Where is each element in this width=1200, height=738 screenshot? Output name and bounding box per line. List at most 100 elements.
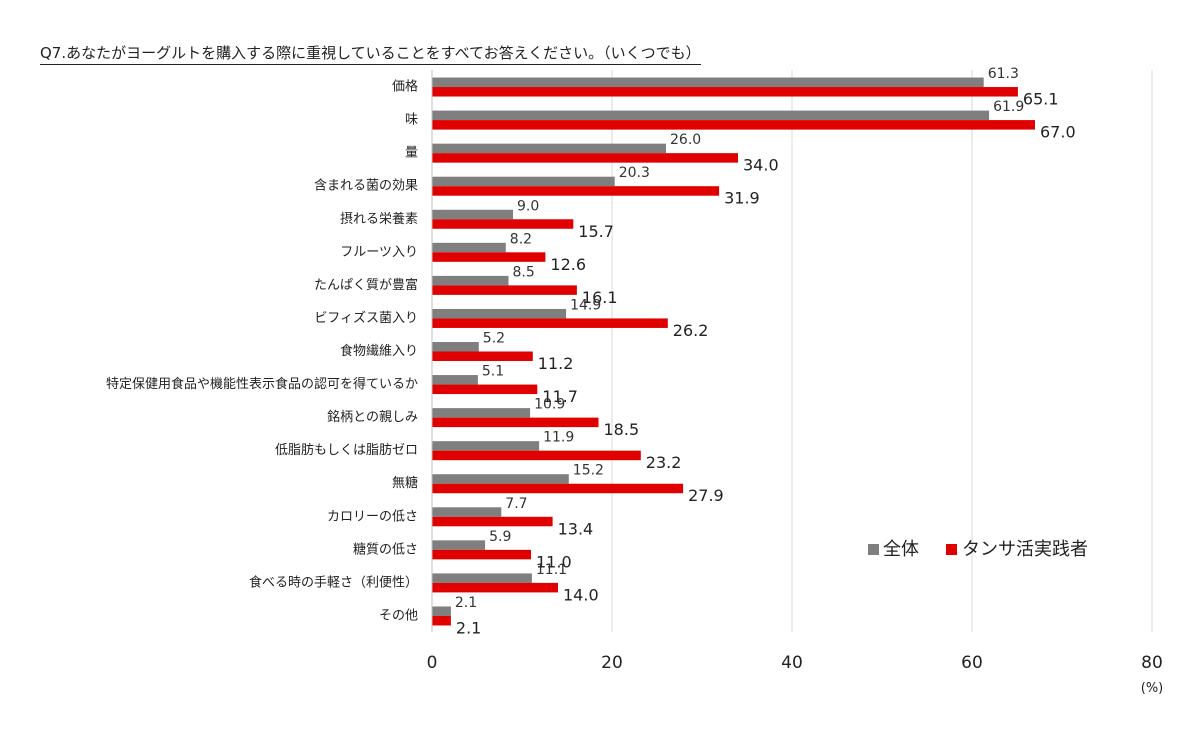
legend-swatch-series-2 xyxy=(946,544,957,555)
gridlines xyxy=(611,70,1153,632)
data-label-series-1: 9.0 xyxy=(517,198,539,214)
data-label-series-2: 14.0 xyxy=(563,585,599,604)
category-label: 銘柄との親しみ xyxy=(327,410,418,425)
data-label-series-2: 67.0 xyxy=(1040,123,1076,142)
data-label-series-1: 8.5 xyxy=(513,264,535,280)
bar-series-1 xyxy=(432,242,506,253)
bar-series-2 xyxy=(432,516,553,527)
data-label-series-2: 12.6 xyxy=(550,255,586,274)
bar-series-1 xyxy=(432,308,567,319)
bar-series-2 xyxy=(432,549,531,560)
bar-series-2 xyxy=(432,582,558,593)
bar-series-2 xyxy=(432,450,641,461)
bar-series-1 xyxy=(432,342,479,352)
data-label-series-2: 34.0 xyxy=(743,156,779,175)
category-label: 食べる時の手軽さ（利便性） xyxy=(249,574,418,590)
category-label: 特定保健用食品や機能性表示食品の認可を得ているか xyxy=(106,376,418,392)
data-label-series-2: 11.7 xyxy=(542,387,578,406)
legend-label-series-2: タンサ活実践者 xyxy=(962,539,1088,560)
bar-series-2 xyxy=(432,417,599,428)
category-label: 量 xyxy=(405,146,418,161)
data-label-series-2: 11.2 xyxy=(538,354,574,373)
data-label-series-2: 31.9 xyxy=(724,189,760,208)
category-label: 摂れる栄養素 xyxy=(340,211,418,227)
data-label-series-2: 11.0 xyxy=(536,552,572,571)
bar-series-1 xyxy=(432,540,486,550)
x-tick-label: 60 xyxy=(961,653,983,673)
data-label-series-2: 13.4 xyxy=(558,519,594,538)
data-label-series-1: 5.9 xyxy=(489,529,511,545)
data-label-series-1: 7.7 xyxy=(505,496,527,512)
bar-series-1 xyxy=(432,77,984,88)
data-label-series-2: 15.7 xyxy=(578,222,614,241)
data-label-series-1: 5.2 xyxy=(483,331,505,347)
bar-series-2 xyxy=(432,351,533,361)
category-label: たんぱく質が豊富 xyxy=(314,277,418,293)
bar-series-2 xyxy=(432,318,668,328)
data-label-series-2: 26.2 xyxy=(673,321,709,340)
x-unit-label: (%) xyxy=(1141,681,1164,696)
bar-series-1 xyxy=(432,209,513,220)
x-tick-label: 0 xyxy=(427,653,438,673)
bar-series-2 xyxy=(432,186,720,196)
legend-label-series-1: 全体 xyxy=(883,539,919,560)
data-label-series-1: 61.9 xyxy=(993,99,1024,115)
bar-series-1 xyxy=(432,143,666,154)
legend: 全体 タンサ活実践者 xyxy=(868,539,1088,560)
bar-series-1 xyxy=(432,441,540,451)
data-label-series-1: 26.0 xyxy=(670,132,701,148)
x-tick-label: 80 xyxy=(1141,653,1163,673)
x-tick-label: 40 xyxy=(781,653,803,673)
category-label: 価格 xyxy=(392,79,418,95)
bar-series-2 xyxy=(432,120,1035,130)
bar-series-2 xyxy=(432,252,546,262)
bar-series-2 xyxy=(432,219,574,229)
bar-series-1 xyxy=(432,507,502,517)
bar-series-1 xyxy=(432,408,531,418)
bar-series-1 xyxy=(432,573,532,583)
category-label: 食物繊維入り xyxy=(340,343,418,359)
bar-series-1 xyxy=(432,606,451,616)
data-label-series-1: 14.9 xyxy=(570,297,601,313)
axes: 0 20 40 60 80 (%) xyxy=(427,70,1164,696)
bar-series-1 xyxy=(432,474,569,484)
category-label: 含まれる菌の効果 xyxy=(314,178,418,194)
bars xyxy=(432,77,1035,626)
bar-series-1 xyxy=(432,375,478,385)
bar-series-2 xyxy=(432,285,577,295)
category-label: フルーツ入り xyxy=(340,245,418,260)
category-label: ビフィズス菌入り xyxy=(314,310,418,326)
data-label-series-1: 5.1 xyxy=(482,364,504,380)
data-label-series-2: 16.1 xyxy=(582,288,618,307)
category-label: 味 xyxy=(405,113,418,128)
data-label-series-2: 27.9 xyxy=(688,486,724,505)
data-label-series-1: 11.9 xyxy=(543,430,574,446)
bar-series-2 xyxy=(432,615,451,626)
data-label-series-1: 61.3 xyxy=(988,66,1019,82)
bar-series-2 xyxy=(432,483,684,494)
data-label-series-1: 20.3 xyxy=(619,165,650,181)
category-label: 糖質の低さ xyxy=(353,541,418,557)
data-label-series-1: 2.1 xyxy=(455,595,477,611)
bar-series-1 xyxy=(432,176,615,187)
data-label-series-1: 8.2 xyxy=(510,231,532,247)
data-label-series-1: 10.9 xyxy=(534,397,565,413)
data-label-series-2: 2.1 xyxy=(456,618,481,637)
bar-series-2 xyxy=(432,153,738,163)
data-label-series-1: 15.2 xyxy=(573,463,604,479)
data-label-series-2: 23.2 xyxy=(646,453,682,472)
bar-series-1 xyxy=(432,110,990,121)
chart-title: Q7.あなたがヨーグルトを購入する際に重視していることをすべてお答えください。（… xyxy=(40,42,701,65)
bar-series-2 xyxy=(432,384,538,395)
category-label: カロリーの低さ xyxy=(327,509,418,524)
category-label: 低脂肪もしくは脂肪ゼロ xyxy=(275,442,418,458)
category-label: 無糖 xyxy=(392,475,418,491)
labels: 価格 61.365.1 味 61.9 67.0 量 26.0 34.0 含まれる菌の効果 20.3… xyxy=(106,66,1076,637)
bar-series-2 xyxy=(432,87,1018,97)
category-label: その他 xyxy=(379,608,418,623)
data-label-series-2: 65.1 xyxy=(1023,90,1059,109)
bar-series-1 xyxy=(432,275,509,286)
data-label-series-2: 18.5 xyxy=(604,420,640,439)
x-tick-label: 20 xyxy=(601,653,623,673)
